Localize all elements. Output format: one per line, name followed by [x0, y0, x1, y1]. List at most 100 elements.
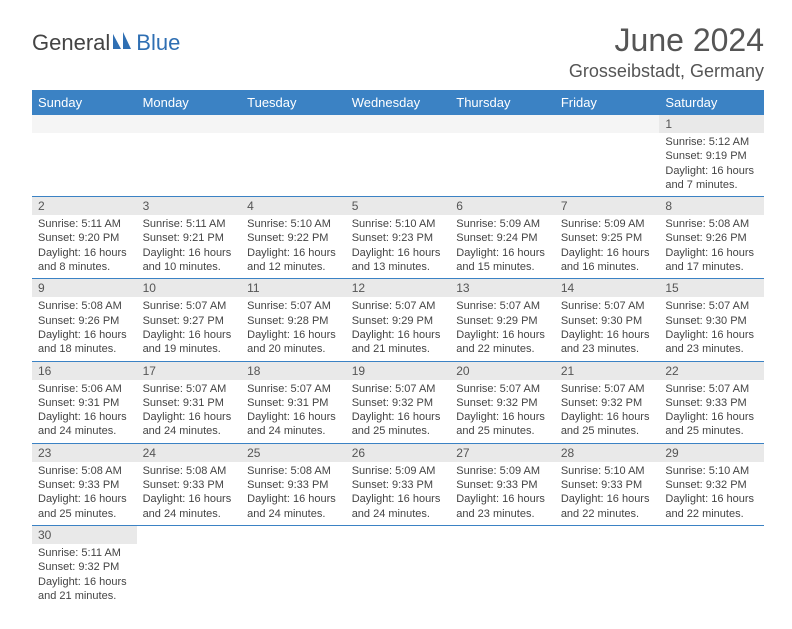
detail-line: Sunset: 9:33 PM	[456, 478, 549, 492]
detail-line: Sunrise: 5:07 AM	[456, 299, 549, 313]
detail-line: Sunset: 9:19 PM	[665, 149, 758, 163]
calendar-cell: 26Sunrise: 5:09 AMSunset: 9:33 PMDayligh…	[346, 443, 451, 525]
detail-line: Daylight: 16 hours	[561, 492, 654, 506]
detail-line: and 24 minutes.	[143, 424, 236, 438]
weekday-header: Friday	[555, 90, 660, 115]
day-number: 27	[450, 444, 555, 462]
day-details: Sunrise: 5:08 AMSunset: 9:26 PMDaylight:…	[659, 215, 764, 278]
blank-cell	[241, 115, 346, 133]
day-number: 7	[555, 197, 660, 215]
detail-line: Sunrise: 5:12 AM	[665, 135, 758, 149]
day-details: Sunrise: 5:12 AMSunset: 9:19 PMDaylight:…	[659, 133, 764, 196]
detail-line: and 24 minutes.	[247, 424, 340, 438]
detail-line: Sunrise: 5:08 AM	[38, 299, 131, 313]
detail-line: Sunrise: 5:10 AM	[665, 464, 758, 478]
day-number: 10	[137, 279, 242, 297]
detail-line: Daylight: 16 hours	[38, 246, 131, 260]
day-number: 15	[659, 279, 764, 297]
detail-line: Sunrise: 5:07 AM	[561, 382, 654, 396]
detail-line: Sunrise: 5:07 AM	[352, 382, 445, 396]
detail-line: Sunset: 9:30 PM	[665, 314, 758, 328]
detail-line: Sunset: 9:33 PM	[143, 478, 236, 492]
calendar-cell: 22Sunrise: 5:07 AMSunset: 9:33 PMDayligh…	[659, 361, 764, 443]
detail-line: and 21 minutes.	[352, 342, 445, 356]
detail-line: and 12 minutes.	[247, 260, 340, 274]
detail-line: Daylight: 16 hours	[665, 164, 758, 178]
day-number: 5	[346, 197, 451, 215]
detail-line: Sunrise: 5:09 AM	[456, 217, 549, 231]
detail-line: Sunset: 9:33 PM	[561, 478, 654, 492]
calendar-cell: 3Sunrise: 5:11 AMSunset: 9:21 PMDaylight…	[137, 197, 242, 279]
calendar-cell: 17Sunrise: 5:07 AMSunset: 9:31 PMDayligh…	[137, 361, 242, 443]
calendar-cell	[450, 115, 555, 197]
day-details: Sunrise: 5:07 AMSunset: 9:32 PMDaylight:…	[346, 380, 451, 443]
detail-line: and 25 minutes.	[456, 424, 549, 438]
day-number: 3	[137, 197, 242, 215]
calendar-cell	[555, 525, 660, 607]
calendar-cell	[241, 115, 346, 197]
detail-line: and 25 minutes.	[561, 424, 654, 438]
calendar-cell: 5Sunrise: 5:10 AMSunset: 9:23 PMDaylight…	[346, 197, 451, 279]
calendar-cell: 24 Sunrise: 5:08 AMSunset: 9:33 PMDayligh…	[137, 443, 242, 525]
day-number: 21	[555, 362, 660, 380]
day-details: Sunrise: 5:10 AMSunset: 9:22 PMDaylight:…	[241, 215, 346, 278]
detail-line: and 8 minutes.	[38, 260, 131, 274]
detail-line: Sunset: 9:33 PM	[38, 478, 131, 492]
day-number: 19	[346, 362, 451, 380]
day-details: Sunrise: 5:07 AMSunset: 9:27 PMDaylight:…	[137, 297, 242, 360]
day-number: 22	[659, 362, 764, 380]
detail-line: Sunrise: 5:09 AM	[352, 464, 445, 478]
day-details: Sunrise: 5:07 AMSunset: 9:28 PMDaylight:…	[241, 297, 346, 360]
calendar-cell	[346, 115, 451, 197]
detail-line: Sunrise: 5:06 AM	[38, 382, 131, 396]
detail-line: and 7 minutes.	[665, 178, 758, 192]
weekday-header: Saturday	[659, 90, 764, 115]
calendar-cell: 2Sunrise: 5:11 AMSunset: 9:20 PMDaylight…	[32, 197, 137, 279]
detail-line: Daylight: 16 hours	[38, 492, 131, 506]
detail-line: and 22 minutes.	[665, 507, 758, 521]
detail-line: Sunrise: 5:11 AM	[38, 546, 131, 560]
calendar-cell: 27Sunrise: 5:09 AMSunset: 9:33 PMDayligh…	[450, 443, 555, 525]
detail-line: and 20 minutes.	[247, 342, 340, 356]
calendar-week: 16Sunrise: 5:06 AMSunset: 9:31 PMDayligh…	[32, 361, 764, 443]
detail-line: and 25 minutes.	[352, 424, 445, 438]
detail-line: Daylight: 16 hours	[561, 328, 654, 342]
detail-line: Sunset: 9:30 PM	[561, 314, 654, 328]
detail-line: Daylight: 16 hours	[247, 492, 340, 506]
detail-line: and 16 minutes.	[561, 260, 654, 274]
detail-line: Daylight: 16 hours	[352, 246, 445, 260]
calendar-cell: 7Sunrise: 5:09 AMSunset: 9:25 PMDaylight…	[555, 197, 660, 279]
calendar-cell: 12Sunrise: 5:07 AMSunset: 9:29 PMDayligh…	[346, 279, 451, 361]
calendar-cell: 4Sunrise: 5:10 AMSunset: 9:22 PMDaylight…	[241, 197, 346, 279]
weekday-header: Thursday	[450, 90, 555, 115]
detail-line: Sunset: 9:22 PM	[247, 231, 340, 245]
detail-line: Daylight: 16 hours	[143, 492, 236, 506]
logo: General Blue	[32, 30, 180, 56]
detail-line: and 21 minutes.	[38, 589, 131, 603]
detail-line: Sunset: 9:32 PM	[665, 478, 758, 492]
day-details: Sunrise: 5:07 AMSunset: 9:31 PMDaylight:…	[137, 380, 242, 443]
calendar-cell	[346, 525, 451, 607]
weekday-header: Monday	[137, 90, 242, 115]
detail-line: Sunset: 9:29 PM	[352, 314, 445, 328]
detail-line: and 23 minutes.	[665, 342, 758, 356]
detail-line: Daylight: 16 hours	[456, 410, 549, 424]
calendar-cell: 28Sunrise: 5:10 AMSunset: 9:33 PMDayligh…	[555, 443, 660, 525]
day-number: 2	[32, 197, 137, 215]
detail-line: Daylight: 16 hours	[247, 328, 340, 342]
detail-line: and 22 minutes.	[456, 342, 549, 356]
calendar-cell: 18Sunrise: 5:07 AMSunset: 9:31 PMDayligh…	[241, 361, 346, 443]
day-details: Sunrise: 5:08 AMSunset: 9:33 PMDaylight:…	[32, 462, 137, 525]
detail-line: Daylight: 16 hours	[38, 410, 131, 424]
day-number: 13	[450, 279, 555, 297]
day-number: 24	[137, 444, 242, 462]
detail-line: Daylight: 16 hours	[561, 410, 654, 424]
calendar-cell: 29Sunrise: 5:10 AMSunset: 9:32 PMDayligh…	[659, 443, 764, 525]
detail-line: Sunrise: 5:08 AM	[143, 464, 236, 478]
detail-line: Daylight: 16 hours	[456, 246, 549, 260]
day-number: 9	[32, 279, 137, 297]
calendar-cell: 6Sunrise: 5:09 AMSunset: 9:24 PMDaylight…	[450, 197, 555, 279]
detail-line: Sunrise: 5:11 AM	[143, 217, 236, 231]
weekday-header: Sunday	[32, 90, 137, 115]
detail-line: Daylight: 16 hours	[352, 328, 445, 342]
